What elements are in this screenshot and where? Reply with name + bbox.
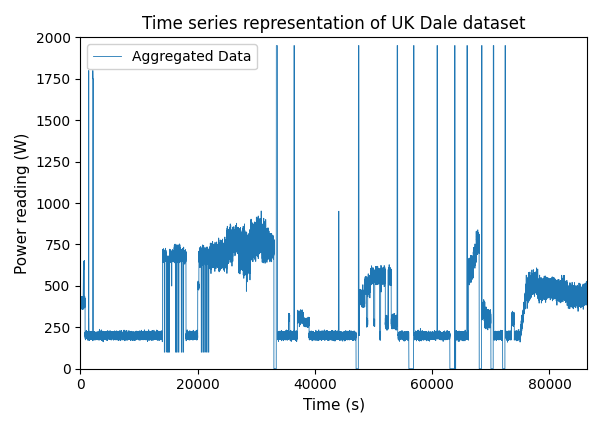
X-axis label: Time (s): Time (s): [303, 398, 365, 413]
Aggregated Data: [152, 330, 159, 336]
Aggregated Data: [273, 43, 280, 48]
Aggregated Data: [270, 366, 278, 372]
Legend: Aggregated Data: Aggregated Data: [87, 44, 257, 69]
Aggregated Data: [77, 295, 84, 300]
Aggregated Data: [583, 294, 591, 299]
Title: Time series representation of UK Dale dataset: Time series representation of UK Dale da…: [142, 15, 526, 33]
Y-axis label: Power reading (W): Power reading (W): [15, 132, 30, 274]
Aggregated Data: [230, 232, 237, 238]
Aggregated Data: [218, 254, 225, 259]
Aggregated Data: [567, 292, 574, 297]
Line: Aggregated Data: Aggregated Data: [81, 46, 587, 369]
Aggregated Data: [563, 295, 571, 300]
Aggregated Data: [255, 227, 262, 232]
